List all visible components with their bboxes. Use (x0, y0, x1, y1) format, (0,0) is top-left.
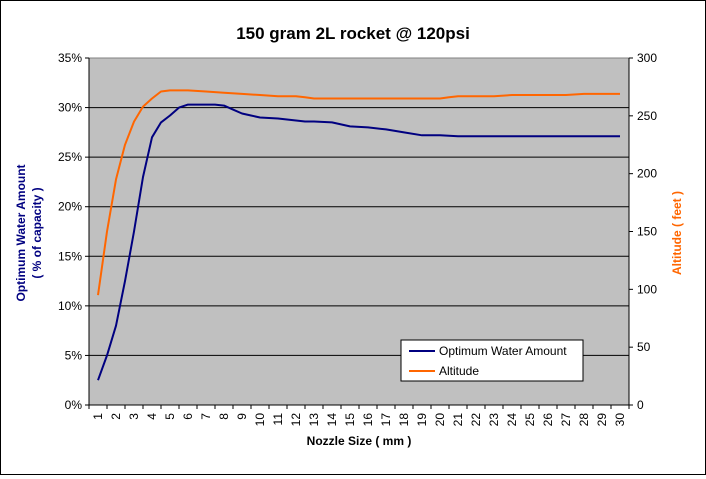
left-axis-label-line1: Optimum Water Amount (14, 164, 28, 301)
right-tick-label: 100 (637, 282, 657, 296)
x-tick-label: 26 (541, 413, 555, 427)
right-tick-label: 150 (637, 225, 657, 239)
right-axis-label: Altitude ( feet ) (670, 191, 684, 275)
right-y-axis: 0 50 100 150 200 250 300 (628, 51, 657, 412)
right-tick-label: 300 (637, 51, 657, 65)
right-tick-label: 200 (637, 167, 657, 181)
x-tick-label: 21 (451, 413, 465, 427)
x-tick-label: 1 (91, 413, 105, 420)
left-y-axis: 0% 5% 10% 15% 20% 25% 30% 35% (58, 51, 90, 412)
legend: Optimum Water Amount Altitude (400, 339, 584, 382)
x-tick-label: 23 (487, 413, 501, 427)
chart-title: 150 gram 2L rocket @ 120psi (236, 24, 470, 43)
left-axis-label-line2: ( % of capacity ) (30, 187, 44, 278)
right-tick-label: 250 (637, 109, 657, 123)
right-tick-label: 50 (637, 340, 651, 354)
left-tick-label: 5% (65, 348, 83, 362)
x-tick-label: 19 (415, 413, 429, 427)
legend-label-altitude: Altitude (439, 364, 479, 378)
x-tick-label: 6 (181, 413, 195, 420)
left-tick-label: 15% (58, 249, 82, 263)
x-tick-label: 2 (109, 413, 123, 420)
x-tick-label: 16 (361, 413, 375, 427)
x-tick-label: 5 (163, 413, 177, 420)
left-tick-label: 30% (58, 101, 82, 115)
x-tick-label: 13 (307, 413, 321, 427)
x-tick-label: 28 (577, 413, 591, 427)
x-tick-label: 11 (271, 413, 285, 426)
x-tick-label: 30 (613, 413, 627, 427)
x-tick-label: 29 (595, 413, 609, 427)
x-tick-label: 18 (397, 413, 411, 427)
x-tick-label: 14 (325, 413, 339, 427)
x-tick-label: 25 (523, 413, 537, 427)
x-tick-label: 15 (343, 413, 357, 427)
x-tick-label: 10 (253, 413, 267, 427)
x-tick-label: 24 (505, 413, 519, 427)
x-axis: 1 2 3 4 5 6 7 8 9 10 11 12 13 14 15 16 17 18 19 20 21 22 23 24 2… (88, 404, 630, 427)
x-tick-label: 17 (379, 413, 393, 427)
x-tick-label: 22 (469, 413, 483, 427)
x-tick-label: 7 (199, 413, 213, 420)
x-tick-label: 12 (289, 413, 303, 427)
x-tick-label: 27 (559, 413, 573, 427)
x-axis-label: Nozzle Size ( mm ) (307, 434, 412, 448)
left-tick-label: 20% (58, 200, 82, 214)
left-tick-label: 0% (65, 398, 83, 412)
series-line-water (97, 103, 620, 381)
x-tick-label: 20 (433, 413, 447, 427)
x-tick-label: 4 (145, 413, 159, 420)
x-tick-label: 9 (235, 413, 249, 420)
left-tick-label: 35% (58, 51, 82, 65)
legend-label-water: Optimum Water Amount (439, 344, 567, 358)
left-tick-label: 10% (58, 299, 82, 313)
series-lines (97, 89, 620, 381)
x-tick-label: 3 (127, 413, 141, 420)
legend-box (400, 339, 584, 382)
series-line-altitude (97, 89, 620, 296)
left-tick-label: 25% (58, 150, 82, 164)
x-tick-label: 8 (217, 413, 231, 420)
right-tick-label: 0 (637, 398, 644, 412)
